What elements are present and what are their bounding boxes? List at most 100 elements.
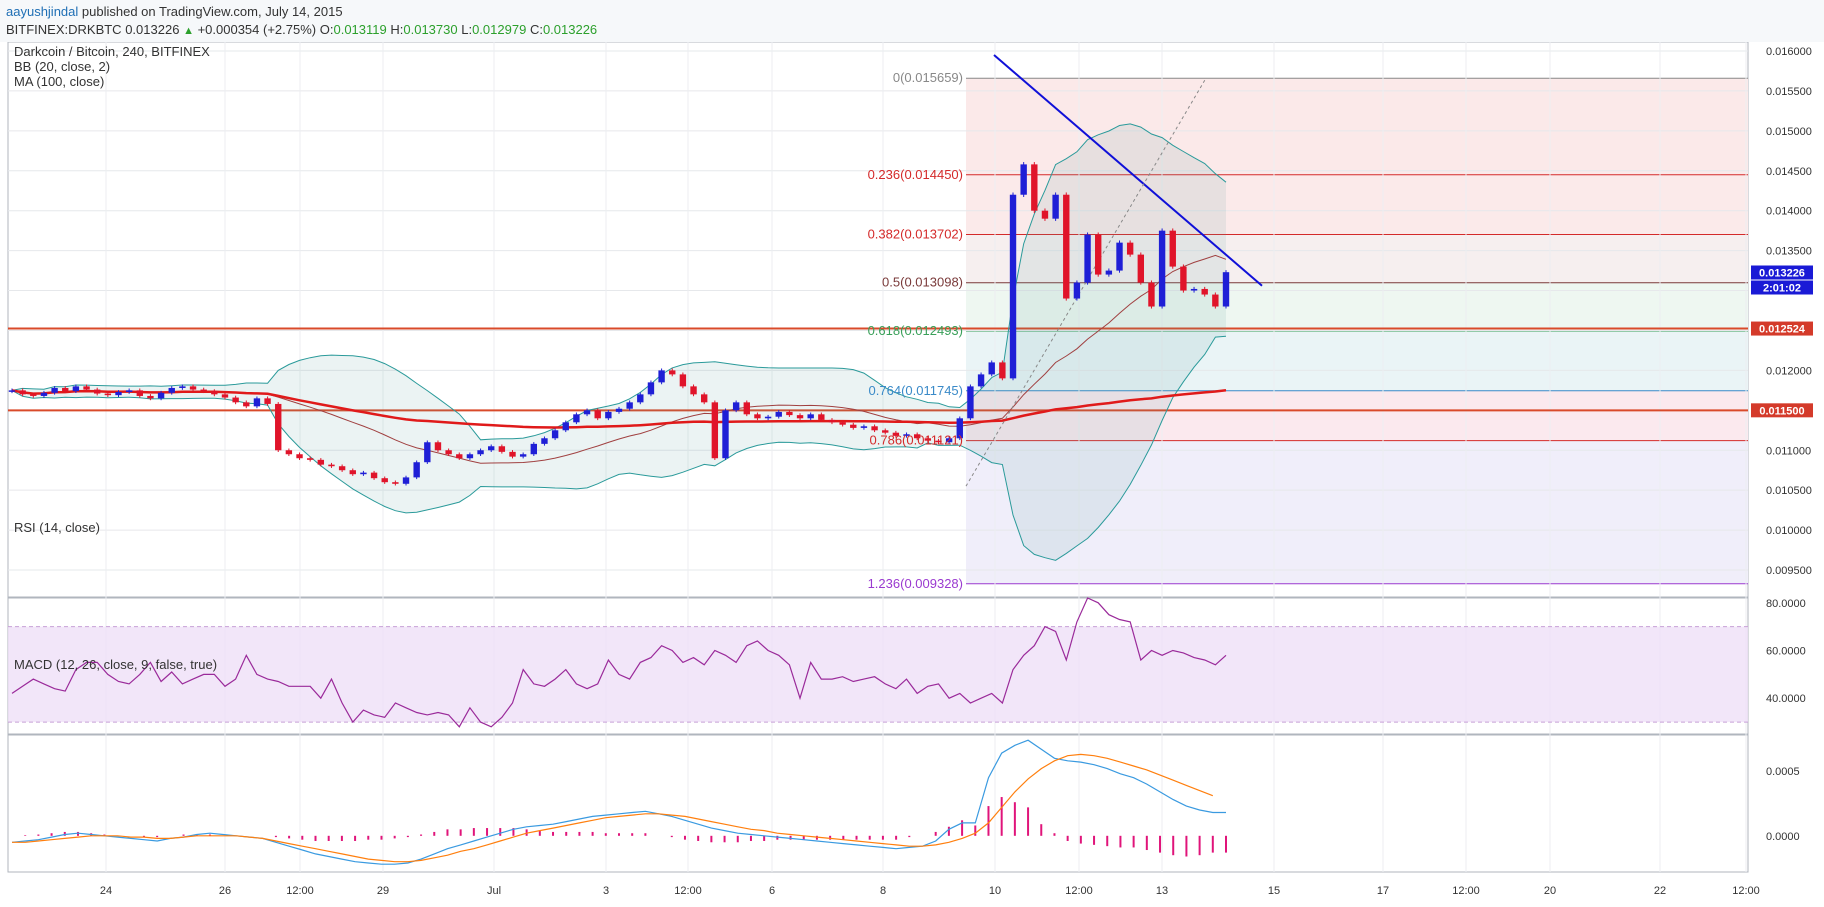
- candle-body: [306, 458, 314, 460]
- candle-body: [892, 432, 900, 436]
- candle-body: [200, 389, 207, 392]
- candle-body: [360, 472, 367, 475]
- low-label: L:: [461, 22, 473, 37]
- candle-body: [477, 450, 484, 455]
- candle-body: [296, 454, 303, 459]
- fib-label-4: 0.618(0.012493): [868, 323, 963, 338]
- candle-body: [413, 462, 420, 478]
- time-tick-label: 12:00: [674, 885, 702, 897]
- support-level-tag: 0.012524: [1759, 324, 1806, 336]
- candle-body: [317, 459, 325, 465]
- fib-label-3: 0.5(0.013098): [882, 275, 963, 290]
- publish-text: published on TradingView.com, July 14, 2…: [78, 4, 343, 19]
- candle-body: [807, 414, 814, 419]
- candle-body: [818, 414, 825, 420]
- main-title: Darkcoin / Bitcoin, 240, BITFINEX: [14, 44, 210, 59]
- fib-label-2: 0.382(0.013702): [868, 226, 963, 241]
- macd-line: [11, 739, 1226, 865]
- time-tick-label: 3: [603, 885, 609, 897]
- candle-body: [573, 414, 580, 423]
- high-value: 0.013730: [403, 22, 458, 37]
- last-price-tag: 0.013226: [1759, 267, 1805, 279]
- candle-body: [530, 443, 538, 455]
- time-tick-label: 12:00: [1452, 885, 1480, 897]
- candle-body: [1116, 242, 1123, 271]
- time-tick-label: 24: [100, 885, 112, 897]
- candle-body: [690, 386, 697, 395]
- candle-body: [402, 477, 410, 484]
- candle-body: [434, 442, 442, 451]
- candle-body: [605, 411, 612, 419]
- candle-body: [1105, 270, 1113, 275]
- candle-body: [679, 374, 687, 387]
- candle-body: [722, 410, 729, 459]
- macd-tick-label: 0.0000: [1766, 831, 1800, 843]
- candle-body: [1158, 230, 1166, 307]
- candle-body: [1020, 164, 1027, 195]
- countdown-tag: 2:01:02: [1763, 282, 1801, 294]
- time-tick-label: 17: [1377, 885, 1389, 897]
- close-label: C:: [529, 22, 543, 37]
- fib-label-1: 0.236(0.014450): [868, 167, 963, 182]
- bollinger-band-fill: [12, 123, 1226, 561]
- candle-body: [370, 472, 378, 479]
- price-tick-label: 0.011000: [1766, 445, 1811, 457]
- symbol: BITFINEX:DRKBTC: [6, 22, 122, 37]
- candle-body: [519, 454, 527, 457]
- candle-body: [860, 426, 868, 428]
- fib-band-4: [966, 331, 1748, 391]
- candle-body: [62, 387, 69, 392]
- candle-body: [104, 393, 112, 396]
- price-tick-label: 0.013500: [1766, 246, 1812, 258]
- candle-body: [1031, 164, 1038, 211]
- candle-body: [466, 454, 474, 459]
- candle-body: [583, 410, 591, 415]
- fib-label-5: 0.764(0.011745): [869, 383, 963, 398]
- open-label: O:: [319, 22, 334, 37]
- candle-body: [147, 395, 154, 399]
- quote-line: BITFINEX:DRKBTC 0.013226 ▲ +0.000354 (+2…: [6, 22, 597, 37]
- candle-body: [1009, 194, 1017, 379]
- candle-body: [243, 402, 250, 407]
- time-tick-label: 8: [880, 885, 886, 897]
- ma-legend: MA (100, close): [14, 74, 104, 89]
- high-label: H:: [390, 22, 404, 37]
- candle-body: [977, 374, 985, 387]
- time-tick-label: 20: [1544, 885, 1556, 897]
- price-tick-label: 0.015500: [1766, 86, 1812, 98]
- time-tick-label: 29: [377, 885, 389, 897]
- candle-body: [988, 362, 995, 375]
- support-level-tag-2: 0.011500: [1759, 405, 1804, 417]
- fib-band-1: [966, 174, 1748, 235]
- candle-body: [19, 390, 26, 395]
- time-tick-label: Jul: [487, 885, 501, 897]
- support-level-tag-2-bg: [1751, 403, 1813, 418]
- candle-body: [509, 451, 516, 457]
- last-price-tag-bg: [1751, 265, 1813, 280]
- candle-body: [275, 403, 282, 451]
- candle-body: [51, 387, 58, 393]
- chart-canvas[interactable]: 80.0000 60.0000 40.0000 0.0005 0.0000 0.016…: [0, 42, 1824, 907]
- candle-body: [1201, 288, 1208, 295]
- candle-body: [179, 386, 186, 388]
- candle-body: [764, 416, 772, 419]
- candle-body: [381, 478, 388, 483]
- time-tick-label: 22: [1654, 885, 1666, 897]
- candle-body: [338, 466, 346, 471]
- candle-body: [253, 398, 261, 407]
- rsi-tick-label: 40.0000: [1766, 693, 1806, 705]
- candle-body: [1212, 294, 1219, 307]
- open-value: 0.013119: [333, 22, 387, 37]
- chart-header: aayushjindal published on TradingView.co…: [0, 0, 1824, 43]
- time-tick-label: 15: [1268, 885, 1280, 897]
- candle-body: [392, 482, 399, 484]
- candle-body: [8, 390, 16, 392]
- candle-body: [30, 394, 37, 396]
- price-tick-label: 0.016000: [1766, 46, 1812, 58]
- candle-body: [221, 394, 229, 398]
- candle-body: [1126, 242, 1134, 255]
- candle-body: [669, 370, 676, 375]
- author-link[interactable]: aayushjindal: [6, 4, 79, 19]
- rsi-tick-label: 60.0000: [1766, 645, 1806, 657]
- close-value: 0.013226: [542, 22, 598, 37]
